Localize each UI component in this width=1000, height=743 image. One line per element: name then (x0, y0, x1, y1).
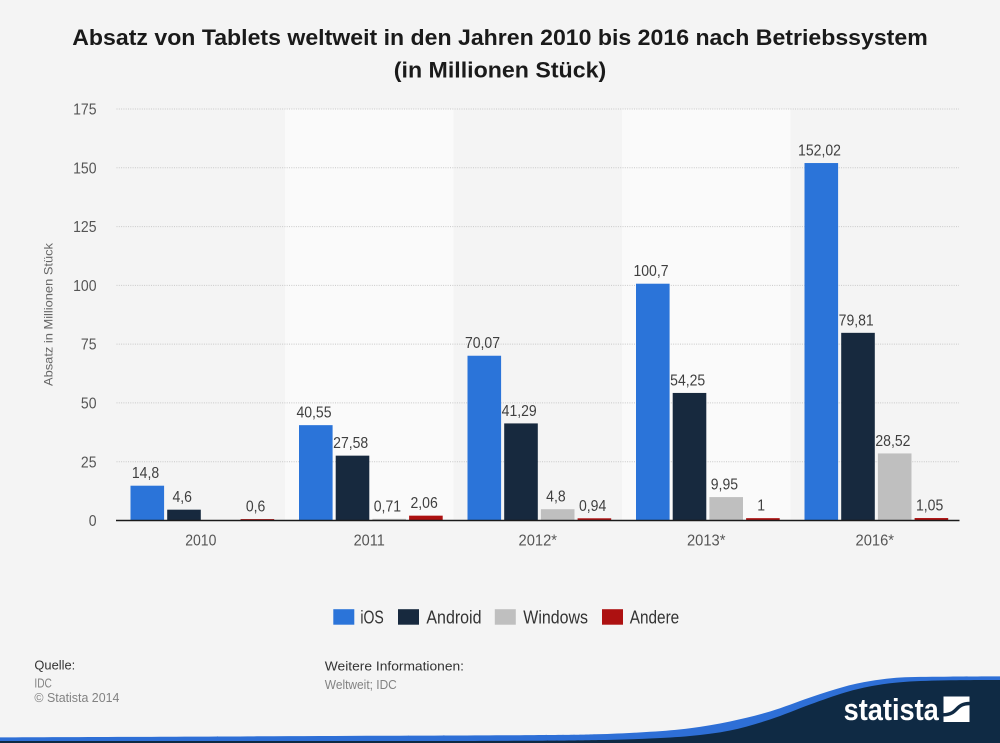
svg-text:Andere: Andere (630, 608, 679, 628)
svg-text:9,95: 9,95 (711, 477, 738, 494)
svg-text:2010: 2010 (185, 533, 216, 550)
svg-text:75: 75 (81, 337, 97, 354)
svg-text:79,81: 79,81 (839, 312, 874, 329)
svg-text:0,71: 0,71 (374, 498, 401, 515)
svg-text:0: 0 (89, 513, 97, 530)
svg-text:125: 125 (73, 219, 96, 236)
svg-text:100: 100 (73, 278, 96, 295)
svg-text:54,25: 54,25 (670, 372, 705, 389)
svg-text:28,52: 28,52 (875, 433, 910, 450)
svg-text:2013*: 2013* (687, 533, 726, 550)
svg-text:2016*: 2016* (856, 533, 895, 550)
svg-text:iOS: iOS (360, 608, 383, 628)
svg-text:175: 175 (73, 102, 96, 119)
svg-text:4,8: 4,8 (546, 489, 566, 506)
svg-text:© Statista 2014: © Statista 2014 (34, 690, 119, 705)
svg-text:Weitere Informationen:: Weitere Informationen: (325, 658, 464, 673)
svg-text:1,05: 1,05 (916, 498, 943, 515)
svg-text:25: 25 (81, 454, 97, 471)
svg-text:statista: statista (844, 692, 940, 727)
svg-text:41,29: 41,29 (502, 403, 537, 420)
svg-text:50: 50 (81, 396, 97, 413)
svg-text:100,7: 100,7 (633, 263, 668, 280)
svg-text:0,6: 0,6 (246, 499, 266, 516)
svg-text:Weltweit; IDC: Weltweit; IDC (325, 677, 397, 692)
svg-text:Quelle:: Quelle: (34, 657, 75, 672)
svg-text:14,8: 14,8 (132, 465, 159, 482)
svg-text:Absatz in Millionen Stück: Absatz in Millionen Stück (42, 242, 56, 386)
svg-text:27,58: 27,58 (333, 435, 368, 452)
svg-text:152,02: 152,02 (798, 143, 841, 160)
svg-text:0,94: 0,94 (579, 498, 606, 515)
svg-text:IDC: IDC (34, 675, 52, 690)
svg-text:Windows: Windows (523, 608, 588, 628)
svg-text:70,07: 70,07 (465, 335, 500, 352)
svg-text:40,55: 40,55 (296, 405, 331, 422)
svg-text:(in Millionen Stück): (in Millionen Stück) (394, 57, 606, 82)
svg-text:Android: Android (426, 608, 481, 628)
svg-text:150: 150 (73, 160, 96, 177)
svg-text:2,06: 2,06 (410, 495, 437, 512)
svg-text:2011: 2011 (354, 533, 385, 550)
svg-text:2012*: 2012* (519, 533, 558, 550)
svg-text:1: 1 (757, 498, 765, 515)
svg-text:4,6: 4,6 (172, 489, 192, 506)
svg-text:Absatz von Tablets weltweit in: Absatz von Tablets weltweit in den Jahre… (72, 25, 928, 50)
